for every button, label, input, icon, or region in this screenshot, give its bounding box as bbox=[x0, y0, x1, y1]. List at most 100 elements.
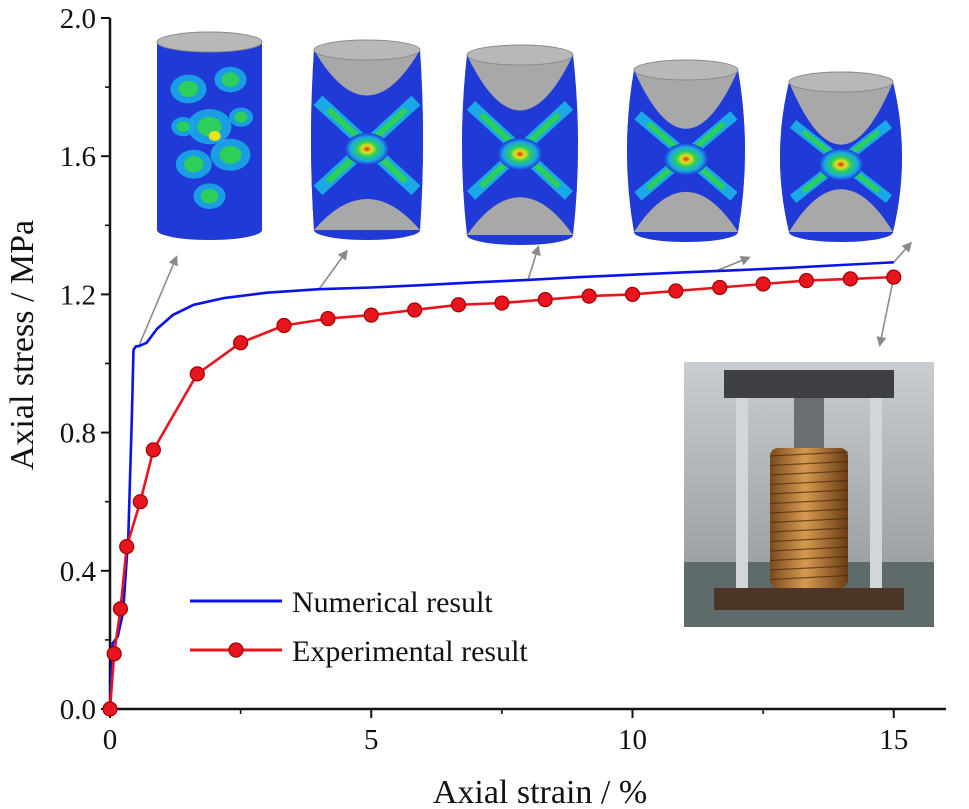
hot-spot bbox=[345, 133, 389, 165]
experimental-data-point bbox=[798, 272, 815, 289]
experimental-data-point bbox=[537, 291, 553, 308]
hot-spot bbox=[664, 143, 708, 176]
gray-cap-bottom bbox=[634, 191, 738, 232]
y-tick-label: 0.4 bbox=[60, 556, 97, 588]
coil-wire bbox=[769, 565, 849, 571]
coil-wire bbox=[769, 536, 849, 543]
experimental-data-point bbox=[886, 269, 902, 285]
y-tick-label: 1.6 bbox=[60, 141, 96, 173]
specimen-top-face bbox=[633, 59, 739, 81]
coil-wire bbox=[769, 460, 849, 467]
gray-cap-top bbox=[467, 55, 573, 111]
gray-cap-bottom bbox=[467, 197, 573, 235]
annotation-arrow bbox=[138, 255, 178, 347]
gray-cap-bottom bbox=[314, 198, 420, 230]
contour-blob bbox=[200, 188, 219, 204]
experimental-data-point bbox=[233, 335, 249, 351]
legend-label-experimental: Experimental result bbox=[292, 635, 528, 668]
press-piston bbox=[794, 398, 824, 448]
experimental-data-point bbox=[712, 279, 728, 296]
simulation-snapshot bbox=[627, 59, 745, 242]
experimental-data-point bbox=[842, 271, 858, 287]
y-tick-label: 1.2 bbox=[60, 279, 96, 311]
experimental-data-point bbox=[145, 442, 161, 458]
y-axis-title: Axial stress / MPa bbox=[4, 220, 41, 470]
axis-ticks: 0 5 10 15 0.0 0.4 0.8 1.2 1.6 2.0 bbox=[60, 3, 909, 756]
contour-blob bbox=[234, 111, 248, 123]
coil-wire bbox=[769, 574, 849, 581]
simulation-snapshots bbox=[156, 31, 902, 245]
contour-blob bbox=[183, 156, 204, 173]
coil-wire bbox=[769, 489, 849, 495]
experimental-data-point bbox=[450, 297, 467, 313]
legend-marker-experimental bbox=[228, 642, 244, 658]
gray-cap-top bbox=[314, 50, 420, 96]
x-tick-label: 10 bbox=[618, 724, 647, 756]
x-tick-label: 0 bbox=[103, 724, 118, 756]
experimental-data-point bbox=[189, 366, 205, 382]
experimental-data-point bbox=[668, 283, 684, 299]
x-tick-label: 5 bbox=[364, 724, 379, 756]
legend-label-numerical: Numerical result bbox=[292, 586, 493, 619]
data-series bbox=[102, 261, 902, 717]
experimental-data-point bbox=[494, 295, 510, 311]
coil-wire bbox=[769, 498, 849, 505]
gray-cap-bottom bbox=[789, 189, 893, 232]
hot-spot bbox=[498, 138, 542, 170]
coil-wire bbox=[769, 451, 849, 457]
press-top-plate bbox=[724, 370, 894, 398]
coil-wire bbox=[769, 508, 849, 514]
gray-cap-top bbox=[634, 70, 738, 129]
press-base-plate bbox=[714, 588, 904, 610]
experimental-data-point bbox=[276, 317, 292, 334]
press-column bbox=[736, 398, 748, 598]
experimental-data-point bbox=[755, 276, 771, 292]
experimental-data-point bbox=[119, 539, 135, 555]
y-tick-label: 0.8 bbox=[60, 418, 96, 450]
simulation-snapshot bbox=[462, 44, 578, 245]
coil-wire bbox=[769, 527, 849, 533]
contour-blob bbox=[178, 80, 199, 98]
contour-blob bbox=[176, 121, 190, 132]
experimental-data-point bbox=[106, 646, 122, 662]
coil-wire bbox=[769, 517, 849, 524]
experimental-data-point bbox=[320, 310, 336, 327]
annotation-arrow bbox=[715, 255, 751, 272]
experimental-data-point bbox=[102, 701, 118, 717]
press-column bbox=[870, 398, 882, 598]
y-tick-label: 0.0 bbox=[60, 694, 96, 726]
coil-wire bbox=[769, 470, 849, 476]
experimental-data-point bbox=[407, 302, 423, 318]
simulation-snapshot bbox=[780, 71, 902, 242]
experimental-data-point bbox=[624, 286, 641, 302]
contour-blob bbox=[219, 145, 242, 164]
annotation-arrow bbox=[318, 249, 348, 290]
simulation-snapshot bbox=[311, 39, 423, 240]
annotation-arrow bbox=[527, 245, 541, 281]
annotation-arrow bbox=[876, 276, 895, 347]
experimental-data-point bbox=[132, 494, 148, 510]
gray-cap-top bbox=[789, 82, 893, 145]
experimental-data-point bbox=[112, 601, 129, 617]
test-apparatus-photo bbox=[684, 362, 934, 627]
contour-blob bbox=[208, 131, 221, 141]
contour-blob bbox=[221, 72, 240, 87]
specimen-top-face bbox=[788, 71, 894, 93]
numerical-result-line bbox=[108, 261, 894, 710]
experimental-data-point bbox=[581, 288, 597, 304]
coil-wire bbox=[769, 546, 849, 552]
coil-wire bbox=[769, 479, 849, 486]
annotation-arrow bbox=[893, 241, 912, 263]
y-tick-label: 2.0 bbox=[60, 3, 96, 35]
specimen-top-face bbox=[466, 44, 574, 66]
x-axis-title: Axial strain / % bbox=[433, 774, 647, 809]
annotation-arrows bbox=[138, 241, 912, 347]
chart-legend: Numerical result Experimental result bbox=[190, 586, 528, 668]
x-tick-label: 15 bbox=[879, 724, 908, 756]
hot-spot bbox=[819, 148, 863, 181]
specimen-top-face bbox=[313, 39, 421, 61]
experimental-data-point bbox=[363, 307, 379, 323]
coil-wire bbox=[769, 555, 849, 562]
specimen-top-face bbox=[156, 31, 263, 53]
